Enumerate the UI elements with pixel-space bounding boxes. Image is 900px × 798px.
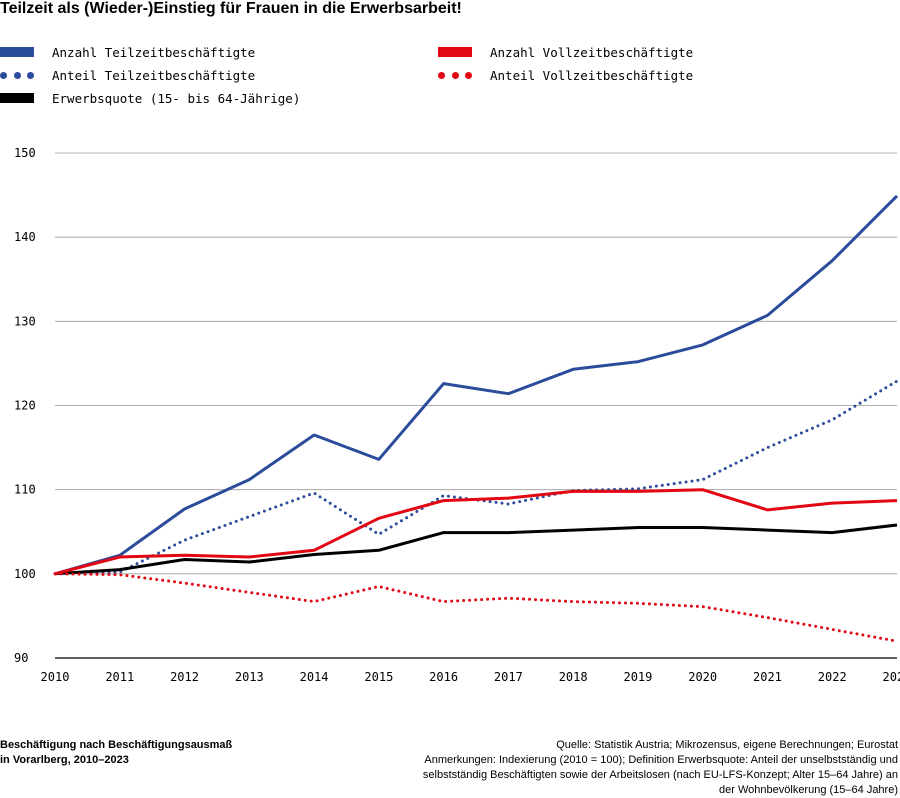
x-tick-label: 2012 [170,670,199,684]
x-tick-label: 2019 [623,670,652,684]
legend-item-anzahl-vollzeit: Anzahl Vollzeitbeschäftigte [438,43,693,61]
y-tick-label: 90 [14,651,28,665]
x-tick-label: 2011 [105,670,134,684]
legend-label: Anzahl Teilzeitbeschäftigte [52,44,256,60]
x-tick-label: 2022 [818,670,847,684]
y-tick-label: 100 [14,567,36,581]
y-tick-label: 140 [14,230,36,244]
x-tick-label: 2017 [494,670,523,684]
x-tick-label: 2016 [429,670,458,684]
legend-item-anteil-vollzeit: Anteil Vollzeitbeschäftigte [438,66,693,84]
series-line [54,488,898,576]
series-line [53,572,899,643]
legend-swatch-dotted-blue [0,71,34,79]
caption-line: Beschäftigung nach Beschäftigungsausmaß [0,739,233,751]
series-line [54,194,899,576]
y-tick-label: 110 [14,483,36,497]
y-tick-label: 130 [14,314,36,328]
legend-label: Anteil Teilzeitbeschäftigte [52,67,256,83]
source-line: Quelle: Statistik Austria; Mikrozensus, … [556,739,898,751]
y-tick-label: 120 [14,399,36,413]
legend-swatch-solid-black [0,93,34,103]
notes-line: Anmerkungen: Indexierung (2010 = 100); D… [424,754,898,766]
legend-item-anteil-teilzeit: Anteil Teilzeitbeschäftigte [0,66,255,84]
chart-caption: Beschäftigung nach Beschäftigungsausmaß … [0,738,260,768]
y-tick-label: 150 [14,146,36,160]
x-tick-label: 2020 [688,670,717,684]
caption-line: in Vorarlberg, 2010–2023 [0,754,129,766]
line-chart: 90 100 110 120 130 140 150 2010 2011 2012 2013 2014… [14,146,900,684]
x-tick-label: 2018 [559,670,588,684]
chart-title: Teilzeit als (Wieder-)Einstieg für Fraue… [0,0,462,17]
legend-item-anzahl-teilzeit: Anzahl Teilzeitbeschäftigte [0,43,255,61]
legend-label: Erwerbsquote (15- bis 64-Jährige) [52,90,301,106]
series-line [53,379,899,576]
x-tick-label: 2013 [235,670,264,684]
legend-swatch-solid-blue [0,47,34,57]
x-tick-label: 2010 [41,670,70,684]
legend-swatch-dotted-red [438,71,472,79]
notes-line: selbstständig Beschäftigten sowie der Ar… [422,769,898,781]
x-tick-label: 2023 [883,670,900,684]
series-line [54,523,898,576]
legend-label: Anzahl Vollzeitbeschäftigte [490,44,694,60]
legend-label: Anteil Vollzeitbeschäftigte [490,67,694,83]
x-tick-label: 2021 [753,670,782,684]
legend-item-erwerbsquote: Erwerbsquote (15- bis 64-Jährige) [0,89,300,107]
x-tick-label: 2014 [300,670,329,684]
notes-line: der Wohnbevölkerung (15–64 Jahre) [719,784,898,796]
x-tick-label: 2015 [364,670,393,684]
source-notes: Quelle: Statistik Austria; Mikrozensus, … [338,738,898,798]
legend-swatch-solid-red [438,47,472,57]
